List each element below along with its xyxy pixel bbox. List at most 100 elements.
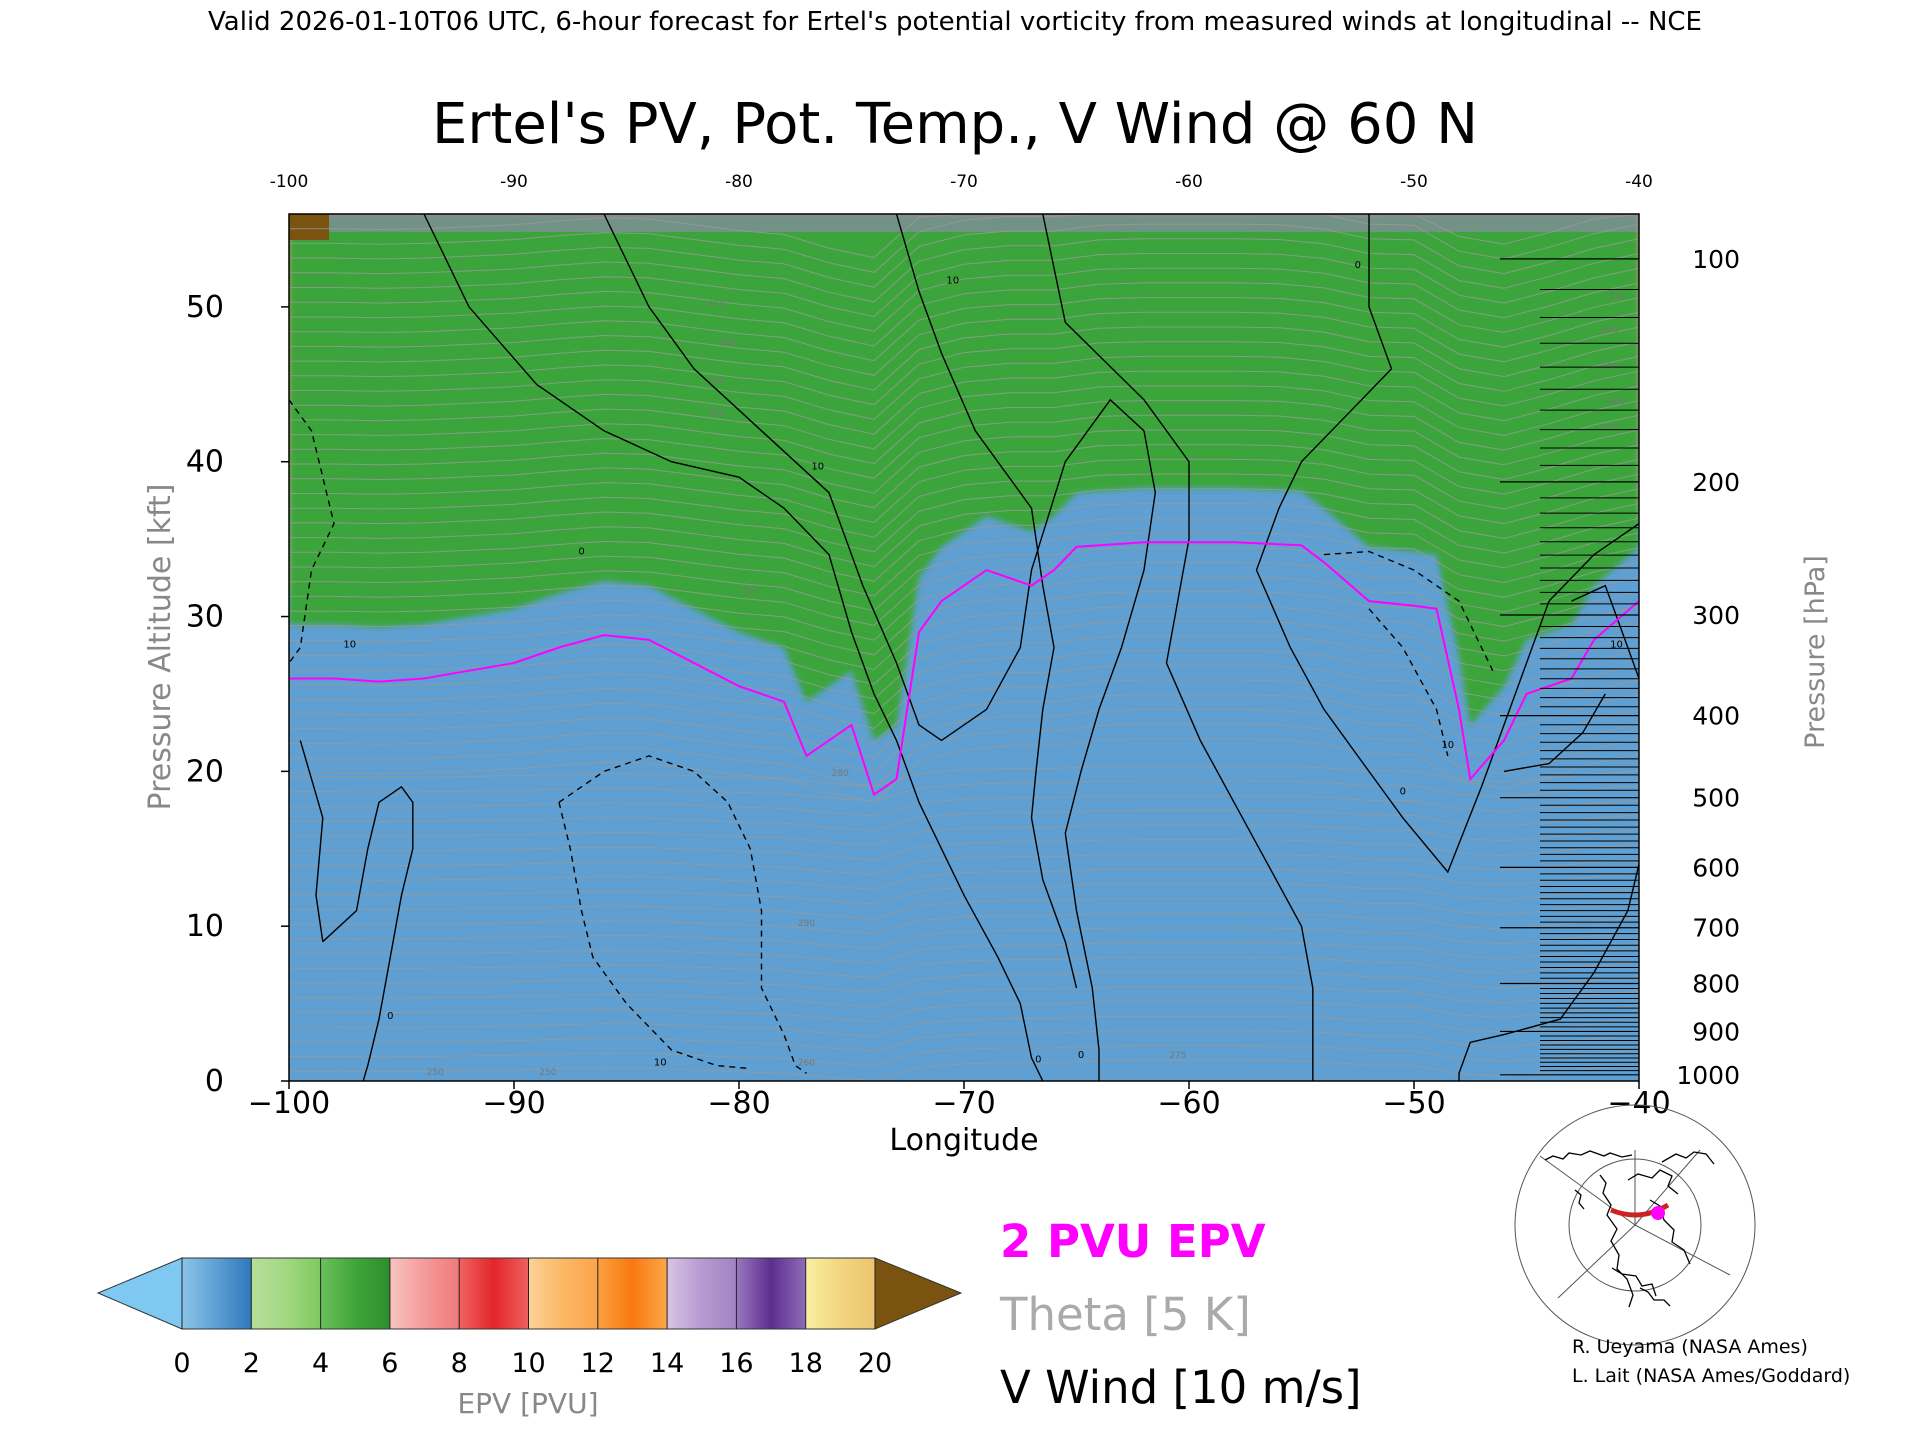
theta-contour xyxy=(289,517,1639,582)
colorbar-tick-label: 20 xyxy=(858,1348,892,1379)
x-tick-label: −40 xyxy=(1607,1086,1670,1121)
theta-contour xyxy=(289,488,1639,553)
theta-contour xyxy=(289,355,1639,421)
x-tick-label: −100 xyxy=(248,1086,330,1121)
theta-contour xyxy=(289,765,1639,787)
theta-contour xyxy=(289,414,1639,479)
x-tick-label: −90 xyxy=(482,1086,545,1121)
theta-contour xyxy=(289,679,1639,744)
theta-label: 280 xyxy=(832,769,849,779)
theta-contour xyxy=(289,824,1639,846)
y-axis: 0 10 20 30 40 50 xyxy=(186,290,289,1099)
theta-contour xyxy=(289,898,1639,920)
vwind-contour xyxy=(1323,550,1494,672)
colorbar-tick-label: 2 xyxy=(243,1348,260,1379)
theta-contour xyxy=(289,385,1639,450)
x-tick-label: −50 xyxy=(1382,1086,1445,1121)
header-text: Valid 2026-01-10T06 UTC, 6-hour forecast… xyxy=(208,7,1702,37)
theta-contour xyxy=(289,809,1639,832)
x-tick-label: −60 xyxy=(1157,1086,1220,1121)
theta-contour xyxy=(289,868,1639,890)
colorbar-ticks: 0 2 4 6 8 10 12 14 16 18 20 xyxy=(173,1258,892,1379)
vwind-contour xyxy=(1368,608,1449,757)
theta-label: 275 xyxy=(1169,1051,1186,1061)
pressure-axis: 100 200 300 400 500 600 700 800 900 1000 xyxy=(1500,245,1740,1090)
vwind-contours: 10 0 0 10 10 0 0 10 10 0 0 10 xyxy=(289,214,1639,1081)
colorbar-tick-label: 18 xyxy=(789,1348,823,1379)
theta-contour xyxy=(289,214,1639,259)
top-tick-label: -80 xyxy=(725,172,753,192)
theta-contour xyxy=(289,708,1639,774)
pressure-tick-label: 100 xyxy=(1692,245,1740,274)
theta-contour xyxy=(289,267,1639,332)
theta-label: 390 xyxy=(708,377,725,387)
theta-contour xyxy=(289,883,1639,905)
plot-area: 410 400 390 380 320 280 290 275 260 250 250 410 400 3… xyxy=(288,213,1640,1082)
colorbar-tick-label: 8 xyxy=(451,1348,468,1379)
theta-label: 290 xyxy=(798,919,815,929)
vwind-contour xyxy=(289,399,335,664)
legend: 2 PVU EPV Theta [5 K] V Wind [10 m/s] xyxy=(999,1215,1362,1414)
theta-contour xyxy=(289,1015,1639,1037)
credit-line-2: L. Lait (NASA Ames/Goddard) xyxy=(1572,1365,1850,1387)
theta-contour xyxy=(289,694,1639,759)
vwind-contour xyxy=(558,802,751,1070)
theta-contour xyxy=(289,986,1639,1008)
epv-band-green xyxy=(289,214,1639,741)
epv-2pvu-line xyxy=(289,541,1639,797)
vwind-label: 10 xyxy=(1441,740,1454,751)
top-tick-label: -60 xyxy=(1175,172,1203,192)
theta-contour xyxy=(289,738,1639,803)
theta-contours: 410 400 390 380 320 280 290 275 260 250 250 410 400 3… xyxy=(289,214,1639,1081)
theta-contour xyxy=(289,942,1639,964)
top-tick-label: -90 xyxy=(500,172,528,192)
vwind-contour xyxy=(299,740,324,942)
theta-contour xyxy=(289,561,1639,626)
pressure-tick-label: 1000 xyxy=(1676,1061,1740,1090)
theta-contour xyxy=(289,971,1639,993)
theta-contour xyxy=(289,297,1639,362)
y-tick-label: 0 xyxy=(205,1064,224,1099)
epv-band-brown xyxy=(289,214,329,240)
theta-contour xyxy=(289,723,1639,788)
theta-contour xyxy=(289,253,1639,318)
theta-contour xyxy=(289,1001,1639,1023)
theta-contour xyxy=(289,591,1639,656)
vwind-contour xyxy=(603,214,1157,1081)
vwind-contour xyxy=(322,785,414,1081)
theta-contour xyxy=(289,429,1639,494)
vwind-contour xyxy=(1503,693,1606,773)
theta-label: 380 xyxy=(708,408,725,418)
theta-contour xyxy=(289,311,1639,376)
top-tick-label: -50 xyxy=(1400,172,1428,192)
theta-contour xyxy=(289,839,1639,861)
theta-contour xyxy=(289,458,1639,524)
credit-line-1: R. Ueyama (NASA Ames) xyxy=(1572,1336,1808,1358)
theta-contour xyxy=(289,956,1639,979)
y-tick-label: 50 xyxy=(186,290,224,325)
pressure-tick-label: 500 xyxy=(1692,784,1740,813)
y-axis-label: Pressure Altitude [kft] xyxy=(143,484,178,811)
vwind-label: 0 xyxy=(387,1011,393,1022)
colorbar-label: EPV [PVU] xyxy=(457,1387,598,1420)
epv-field xyxy=(289,214,1639,741)
theta-contour xyxy=(289,503,1639,568)
locator-map xyxy=(1514,1104,1756,1346)
epv-2pvu-contour xyxy=(289,541,1639,797)
colorbar-over-arrow xyxy=(874,1257,963,1330)
y-tick-label: 40 xyxy=(186,445,224,480)
vwind-label: 10 xyxy=(946,276,959,287)
theta-label: 250 xyxy=(427,1068,444,1078)
theta-contour xyxy=(289,282,1639,347)
theta-label: 370 xyxy=(1601,424,1618,434)
theta-contour xyxy=(289,214,1639,273)
theta-contour xyxy=(289,1045,1639,1067)
vwind-contour xyxy=(1255,214,1639,874)
theta-contour xyxy=(289,853,1639,876)
x-axis: −100 −90 −80 −70 −60 −50 −40 xyxy=(248,1081,1671,1121)
vwind-contour xyxy=(1571,584,1639,679)
colorbar-tick-label: 12 xyxy=(581,1348,615,1379)
theta-label: 400 xyxy=(1601,326,1618,336)
vwind-label: 0 xyxy=(1035,1054,1041,1065)
